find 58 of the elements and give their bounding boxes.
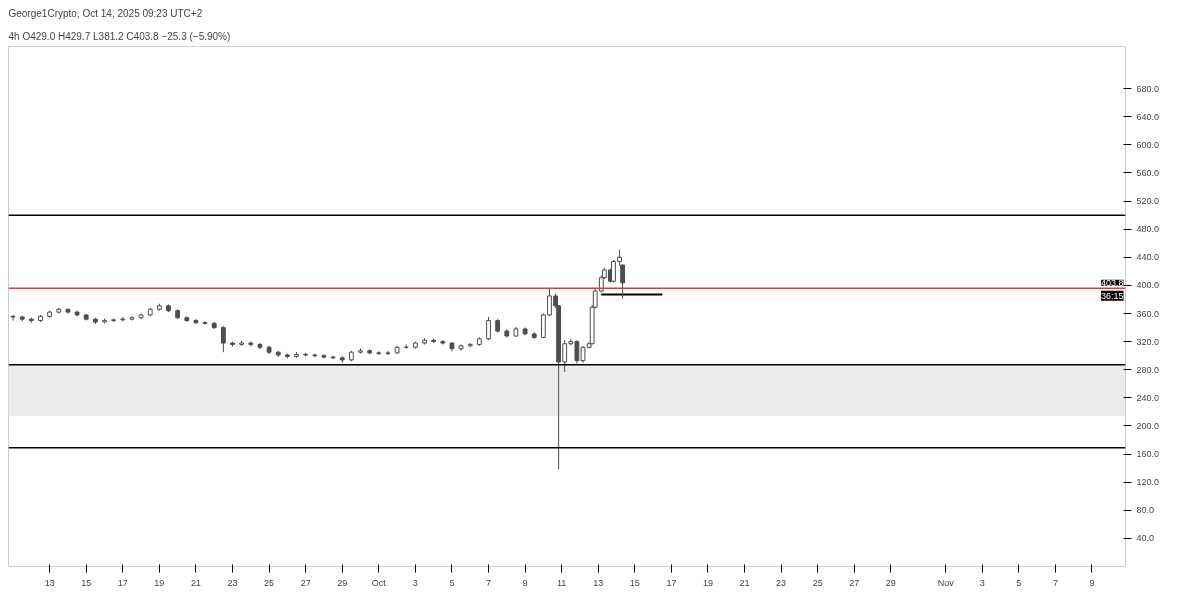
x-tick-label: 27	[300, 577, 311, 588]
candlestick	[202, 320, 208, 326]
x-tick-label: 7	[1052, 577, 1058, 588]
x-tick-label: 25	[812, 577, 823, 588]
candlestick	[220, 325, 226, 353]
x-tick-label: 29	[337, 577, 348, 588]
candlestick	[458, 343, 464, 352]
y-tick-label: 520.0	[1136, 196, 1160, 207]
x-tick-label: 25	[264, 577, 275, 588]
y-tick-label: 360.0	[1136, 308, 1160, 319]
x-tick-label: 27	[849, 577, 860, 588]
annotation: 36:15	[1100, 290, 1124, 301]
x-tick-label: Nov	[937, 577, 955, 588]
y-tick-label: 400.0	[1136, 280, 1160, 291]
chart-title: George1Crypto, Oct 14, 2025 09:23 UTC+2	[8, 7, 203, 19]
y-tick-label: 440.0	[1136, 252, 1160, 263]
candlestick	[385, 350, 391, 356]
x-tick-label: Oct	[371, 577, 387, 588]
chart-subtitle: 4h O429.0 H429.7 L381.2 C403.8 −25.3 (−5.90%)	[8, 30, 231, 42]
x-tick-label: 5	[1016, 577, 1022, 588]
y-tick-label: 480.0	[1136, 224, 1160, 235]
x-tick-label: 23	[776, 577, 787, 588]
candlestick	[321, 353, 327, 359]
y-tick-label: 560.0	[1136, 167, 1160, 178]
x-tick-label: 13	[593, 577, 604, 588]
x-tick-label: 17	[666, 577, 677, 588]
y-tick-label: 120.0	[1136, 477, 1160, 488]
y-tick-label: 680.0	[1136, 83, 1160, 94]
candlestick	[10, 314, 16, 322]
x-tick-label: 5	[449, 577, 455, 588]
x-tick-label: 19	[702, 577, 713, 588]
y-tick-label: 240.0	[1136, 392, 1160, 403]
y-tick-label: 320.0	[1136, 336, 1160, 347]
x-tick-label: 11	[557, 577, 567, 588]
x-tick-label: 23	[227, 577, 238, 588]
annotation: 403.8	[1100, 277, 1124, 288]
y-tick-label: 40.0	[1136, 533, 1155, 544]
x-tick-label: 9	[522, 577, 528, 588]
y-tick-label: 160.0	[1136, 449, 1160, 460]
x-tick-label: 3	[979, 577, 985, 588]
x-tick-label: 9	[1089, 577, 1095, 588]
x-tick-label: 21	[190, 577, 201, 588]
x-tick-label: 21	[739, 577, 750, 588]
candlestick	[129, 315, 135, 322]
y-tick-label: 80.0	[1136, 505, 1155, 516]
candlestick	[486, 316, 491, 341]
x-tick-label: 15	[629, 577, 640, 588]
x-tick-label: 3	[412, 577, 418, 588]
x-tick-label: 7	[486, 577, 492, 588]
x-tick-label: 13	[44, 577, 55, 588]
y-tick-label: 640.0	[1136, 111, 1160, 122]
y-tick-label: 200.0	[1136, 420, 1160, 431]
x-tick-label: 19	[154, 577, 165, 588]
x-tick-label: 15	[81, 577, 92, 588]
y-tick-label: 600.0	[1136, 139, 1160, 150]
y-tick-label: 280.0	[1136, 364, 1160, 375]
x-tick-label: 17	[117, 577, 128, 588]
x-tick-label: 29	[885, 577, 896, 588]
